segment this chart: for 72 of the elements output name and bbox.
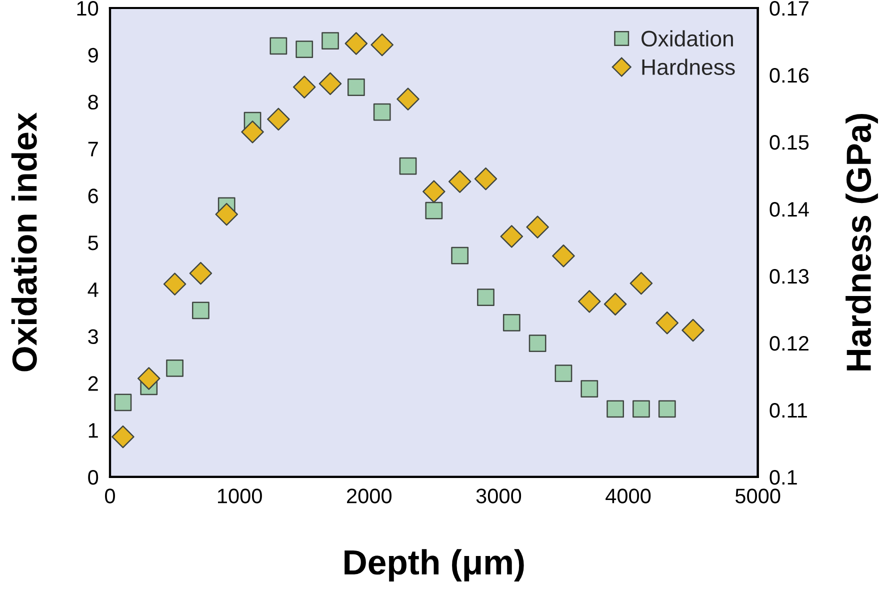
point	[474, 167, 498, 190]
point	[192, 302, 210, 320]
point	[630, 272, 653, 295]
x-tick-label: 3000	[476, 488, 522, 504]
y2-tick-label: 0.15	[770, 134, 809, 150]
point	[296, 40, 314, 58]
x-axis-title: Depth (μm)	[344, 549, 524, 582]
y2-axis-title: Hardness (GPa)	[846, 114, 878, 370]
point	[554, 364, 572, 382]
x-tick-label: 0	[105, 488, 115, 504]
y2-tick-label: 0.13	[770, 268, 809, 284]
y-tick-label: 9	[88, 48, 98, 63]
point	[215, 202, 238, 226]
legend-label: Hardness	[642, 58, 735, 76]
point	[682, 318, 704, 342]
y-tick-label: 1	[88, 423, 98, 438]
point	[344, 32, 368, 55]
y-tick-label: 7	[88, 142, 98, 156]
point	[399, 157, 417, 175]
y-axis-title: Oxidation index	[11, 112, 37, 372]
point	[502, 314, 520, 332]
point	[604, 292, 627, 316]
point	[112, 425, 134, 448]
point	[477, 288, 494, 306]
y-tick-label: 6	[88, 188, 98, 204]
y-tick-label: 10	[77, 0, 98, 16]
y-tick-label: 4	[88, 282, 98, 297]
point	[500, 225, 524, 248]
point	[318, 72, 342, 96]
point	[270, 37, 288, 55]
point	[292, 76, 316, 98]
point	[578, 290, 601, 313]
y2-tick-label: 0.12	[770, 336, 808, 351]
legend-label: Oxidation	[642, 30, 733, 47]
y-tick-label: 8	[88, 94, 98, 110]
y2-tick-label: 0.14	[770, 202, 809, 217]
y-tick-label: 2	[88, 376, 98, 391]
point	[370, 33, 394, 56]
point	[166, 359, 184, 377]
y-tick-label: 5	[88, 236, 98, 250]
x-tick-label: 1000	[218, 488, 262, 504]
point	[163, 272, 186, 296]
point	[347, 78, 365, 96]
point	[189, 262, 212, 285]
x-tick-label: 4000	[606, 488, 651, 504]
y2-tick-label: 0.11	[770, 402, 807, 418]
point	[322, 32, 339, 50]
point	[241, 120, 264, 144]
point	[137, 367, 160, 390]
point	[658, 400, 676, 418]
point	[451, 246, 469, 264]
y-tick-label: 3	[88, 329, 98, 344]
point	[632, 400, 650, 418]
y2-tick-label: 0.17	[770, 0, 808, 16]
y2-tick-label: 0.1	[770, 470, 797, 485]
point	[114, 394, 132, 412]
point	[606, 400, 624, 418]
point	[425, 202, 443, 220]
x-tick-label: 5000	[735, 488, 780, 504]
y-tick-label: 0	[88, 470, 98, 485]
y2-tick-label: 0.16	[770, 68, 809, 83]
point	[552, 244, 575, 268]
point	[656, 311, 679, 334]
point	[528, 334, 546, 352]
point	[580, 380, 598, 398]
point	[422, 180, 446, 203]
x-tick-label: 2000	[347, 488, 392, 504]
point	[267, 108, 290, 131]
point	[526, 216, 549, 238]
point	[448, 170, 472, 193]
point	[396, 88, 420, 110]
point	[373, 103, 391, 121]
